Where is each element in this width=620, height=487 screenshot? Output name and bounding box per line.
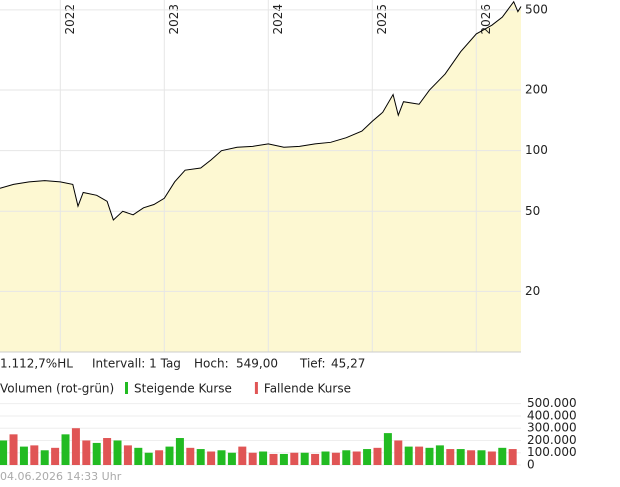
y-tick-label: 500 — [525, 2, 548, 16]
volume-bar — [196, 449, 205, 465]
volume-bar — [165, 446, 174, 465]
high-label: Hoch: — [194, 357, 229, 371]
price-line — [0, 0, 522, 221]
volume-bar — [51, 447, 60, 465]
volume-bar — [467, 450, 476, 465]
volume-bar — [144, 452, 153, 465]
x-tick-label: 2026 — [479, 4, 493, 35]
volume-bar — [404, 446, 413, 465]
volume-bar — [71, 428, 80, 465]
legend-swatch — [254, 382, 258, 394]
volume-bar — [103, 438, 112, 465]
change: 1.112,7%HL — [0, 357, 73, 371]
volume-bar — [363, 449, 372, 465]
volume-bar — [186, 447, 195, 465]
volume-bar — [269, 453, 278, 465]
volume-bar — [425, 447, 434, 465]
volume-bar — [259, 451, 268, 465]
volume-bar — [477, 450, 486, 465]
y-tick-label: 500.000 — [527, 396, 577, 410]
volume-bar — [508, 449, 517, 465]
volume-bar — [321, 451, 330, 465]
volume-bar — [435, 445, 444, 465]
volume-bar — [0, 440, 8, 465]
volume-bar — [487, 451, 496, 465]
volume-bar — [415, 446, 424, 465]
y-tick-label: 100.000 — [527, 445, 577, 459]
volume-bar — [290, 452, 299, 465]
volume-bar — [352, 451, 361, 465]
x-tick-label: 2024 — [271, 4, 285, 35]
volume-bar — [207, 451, 216, 465]
x-tick-label: 2025 — [375, 4, 389, 35]
volume-bar — [238, 446, 247, 465]
volume-bar — [217, 450, 226, 465]
legend-label: Steigende Kurse — [134, 382, 232, 396]
y-tick-label: 20 — [525, 284, 540, 298]
volume-bar — [342, 450, 351, 465]
price-area — [0, 1, 521, 353]
volume-bar — [394, 440, 403, 465]
volume-bar — [373, 447, 382, 465]
volume-bar — [19, 446, 28, 465]
volume-bar — [155, 450, 164, 465]
volume-bar — [92, 442, 101, 465]
y-tick-label: 400.000 — [527, 408, 577, 422]
volume-bar — [134, 447, 143, 465]
low: 45,27 — [331, 357, 365, 371]
volume-bar — [248, 452, 257, 465]
volume-bar — [383, 433, 392, 465]
volume-bar — [311, 453, 320, 465]
volume-title: Volumen (rot-grün) — [0, 382, 114, 396]
x-tick-label: 2022 — [63, 4, 77, 35]
y-tick-label: 50 — [525, 204, 540, 218]
legend-label: Fallende Kurse — [264, 382, 351, 396]
volume-bar — [175, 438, 184, 465]
volume-bar — [498, 447, 507, 465]
high: 549,00 — [236, 357, 278, 371]
y-tick-label: 0 — [527, 458, 535, 472]
volume-bar — [40, 450, 49, 465]
volume-bar — [82, 440, 91, 465]
volume-bar — [123, 445, 132, 465]
y-tick-label: 200 — [525, 83, 548, 97]
y-tick-label: 100 — [525, 143, 548, 157]
x-tick-label: 2023 — [167, 4, 181, 35]
volume-bar — [331, 452, 340, 465]
volume-bar — [227, 452, 236, 465]
footer: 04.06.2026 14:33 Uhr — [0, 470, 122, 483]
y-tick-label: 300.000 — [527, 421, 577, 435]
volume-bar — [446, 449, 455, 465]
volume-bar — [113, 440, 122, 465]
volume-bar — [279, 453, 288, 465]
y-tick-label: 200.000 — [527, 433, 577, 447]
interval: Intervall: 1 Tag — [92, 357, 181, 371]
volume-bar — [456, 449, 465, 465]
volume-bar — [61, 434, 70, 465]
volume-bar — [300, 452, 309, 465]
volume-bar — [30, 445, 39, 465]
volume-bar — [9, 434, 18, 465]
low-label: Tief: — [299, 357, 326, 371]
legend-swatch — [125, 382, 128, 394]
